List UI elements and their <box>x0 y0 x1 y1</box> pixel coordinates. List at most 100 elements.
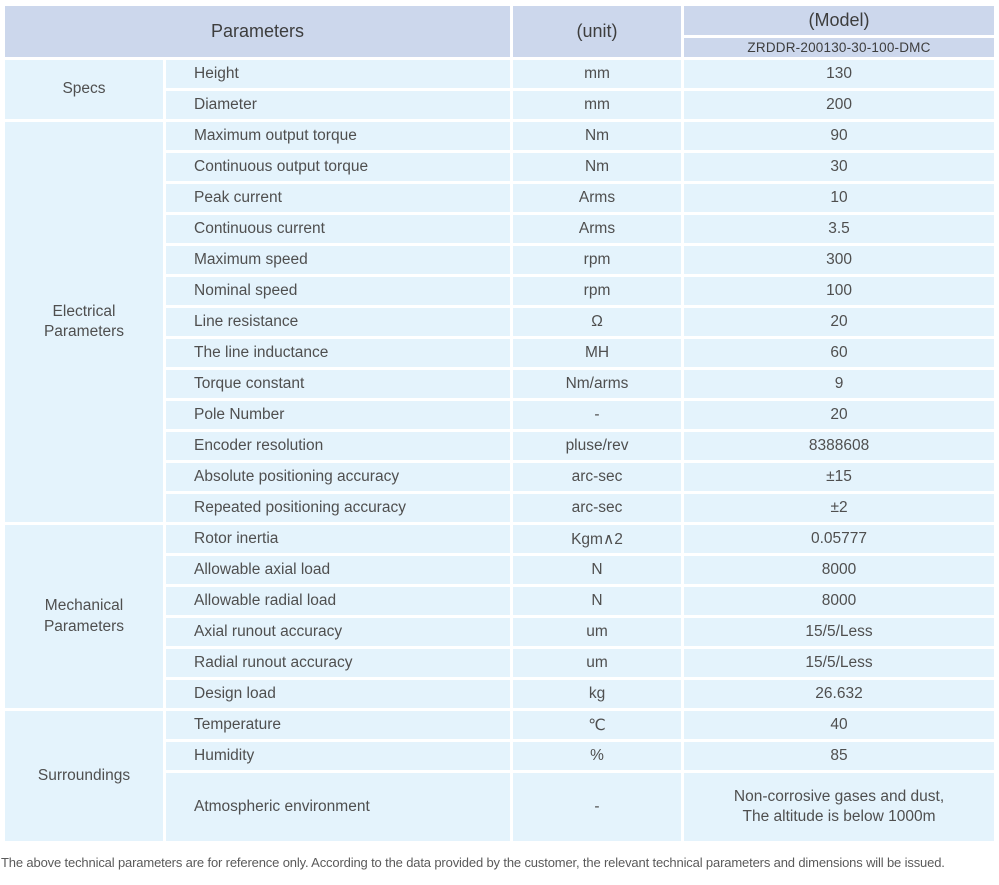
value-cell: 0.05777 <box>684 525 995 553</box>
value-cell: 26.632 <box>684 680 995 708</box>
group-cell-electrical-parameters: Electrical Parameters <box>5 122 163 522</box>
table-row: Pole Number -20 <box>5 401 995 429</box>
parameter-name-cell: Maximum speed <box>166 246 511 274</box>
header-parameters: Parameters <box>5 6 511 57</box>
unit-cell: rpm <box>513 246 682 274</box>
table-row: Absolute positioning accuracy arc-sec ±15 <box>5 463 995 491</box>
parameter-name-cell: Radial runout accuracy <box>166 649 511 677</box>
parameter-name-cell: Rotor inertia <box>166 525 511 553</box>
parameter-name-cell: The line inductance <box>166 339 511 367</box>
unit-cell: um <box>513 618 682 646</box>
unit-cell: pluse/rev <box>513 432 682 460</box>
unit-cell: - <box>513 773 682 841</box>
unit-cell: % <box>513 742 682 770</box>
group-label: Electrical Parameters <box>43 302 125 340</box>
unit-cell: - <box>513 401 682 429</box>
table-row: Continuous output torque Nm 30 <box>5 153 995 181</box>
table-row: Radial runout accuracy um 15/5/Less <box>5 649 995 677</box>
table-row: Nominal speed rpm 100 <box>5 277 995 305</box>
unit-cell: arc-sec <box>513 494 682 522</box>
unit-cell: Arms <box>513 184 682 212</box>
table-row: Maximum speed rpm 300 <box>5 246 995 274</box>
value-cell: ±2 <box>684 494 995 522</box>
value-cell: 20 <box>684 308 995 336</box>
value-cell: 8388608 <box>684 432 995 460</box>
parameter-name-cell: Height <box>166 60 511 88</box>
parameter-name-cell: Axial runout accuracy <box>166 618 511 646</box>
value-cell: 8000 <box>684 556 995 584</box>
unit-cell: rpm <box>513 277 682 305</box>
header-model: (Model) <box>684 6 995 35</box>
value-cell: 8000 <box>684 587 995 615</box>
table-row: Continuous current Arms 3.5 <box>5 215 995 243</box>
parameter-name-cell: Repeated positioning accuracy <box>166 494 511 522</box>
spec-table-body: Specs Height mm 130 Diameter mm 200 Electrical … <box>5 60 995 841</box>
unit-cell: N <box>513 587 682 615</box>
group-cell-mechanical-parameters: Mechanical Parameters <box>5 525 163 708</box>
group-cell-specs: Specs <box>5 60 163 119</box>
value-cell: 90 <box>684 122 995 150</box>
unit-cell: Nm <box>513 122 682 150</box>
value-cell: 15/5/Less <box>684 649 995 677</box>
table-row: Diameter mm 200 <box>5 91 995 119</box>
unit-cell: mm <box>513 60 682 88</box>
group-label: Surroundings <box>37 766 131 784</box>
value-cell: ±15 <box>684 463 995 491</box>
parameter-name-cell: Atmospheric environment <box>166 773 511 841</box>
unit-cell: arc-sec <box>513 463 682 491</box>
table-row: Specs Height mm 130 <box>5 60 995 119</box>
table-row: Peak current Arms 10 <box>5 184 995 212</box>
header-row-model: ZRDDR-200130-30-100-DMC <box>5 38 995 57</box>
parameter-name-cell: Encoder resolution <box>166 432 511 460</box>
value-cell: 300 <box>684 246 995 274</box>
value-cell: 200 <box>684 91 995 119</box>
unit-cell: Arms <box>513 215 682 243</box>
unit-cell: Nm/arms <box>513 370 682 398</box>
unit-cell: um <box>513 649 682 677</box>
value-cell: 9 <box>684 370 995 398</box>
unit-cell: kg <box>513 680 682 708</box>
unit-cell: Nm <box>513 153 682 181</box>
parameter-name-cell: Continuous output torque <box>166 153 511 181</box>
table-row: Humidity% 85 <box>5 742 995 770</box>
table-row: Mechanical Parameters Rotor inertia Kgm∧2 0… <box>5 525 995 708</box>
parameter-name-cell: Line resistance <box>166 308 511 336</box>
table-row: Surroundings Temperature ℃ 40 <box>5 711 995 841</box>
parameter-name-cell: Diameter <box>166 91 511 119</box>
group-label: Mechanical Parameters <box>43 597 125 635</box>
parameter-name-cell: Allowable axial load <box>166 556 511 584</box>
unit-cell: MH <box>513 339 682 367</box>
header-model-code: ZRDDR-200130-30-100-DMC <box>684 38 995 57</box>
value-cell: 85 <box>684 742 995 770</box>
parameter-name-cell: Continuous current <box>166 215 511 243</box>
table-row: Repeated positioning accuracy arc-sec ±2 <box>5 494 995 522</box>
unit-cell: Kgm∧2 <box>513 525 682 553</box>
value-cell: 30 <box>684 153 995 181</box>
value-cell: 100 <box>684 277 995 305</box>
spec-table: Parameters (unit) (Model) ZRDDR-200130-3… <box>2 3 997 844</box>
table-row: Design load kg 26.632 <box>5 680 995 708</box>
value-cell: 60 <box>684 339 995 367</box>
parameter-name-cell: Torque constant <box>166 370 511 398</box>
value-cell: Non-corrosive gases and dust, The altitu… <box>684 773 995 841</box>
table-row: Line resistance Ω 20 <box>5 308 995 336</box>
table-row: Torque constant Nm/arms 9 <box>5 370 995 398</box>
unit-cell: ℃ <box>513 711 682 739</box>
table-row: Electrical Parameters Maximum output torq… <box>5 122 995 522</box>
footer-note: The above technical parameters are for r… <box>1 855 945 870</box>
table-row: Axial runout accuracy um 15/5/Less <box>5 618 995 646</box>
parameter-name-cell: Pole Number <box>166 401 511 429</box>
table-row: Atmospheric environment - Non-corrosive ga… <box>5 773 995 841</box>
parameter-name-cell: Nominal speed <box>166 277 511 305</box>
table-row: Allowable axial load N 8000 <box>5 556 995 584</box>
group-cell-surroundings: Surroundings <box>5 711 163 841</box>
group-label: Specs <box>62 80 106 98</box>
parameter-name-cell: Maximum output torque <box>166 122 511 150</box>
header-row-top: Parameters (unit) (Model) <box>5 6 995 57</box>
value-cell: 40 <box>684 711 995 739</box>
value-cell: 3.5 <box>684 215 995 243</box>
value-cell: 15/5/Less <box>684 618 995 646</box>
value-cell: 20 <box>684 401 995 429</box>
value-cell: 10 <box>684 184 995 212</box>
parameter-name-cell: Design load <box>166 680 511 708</box>
